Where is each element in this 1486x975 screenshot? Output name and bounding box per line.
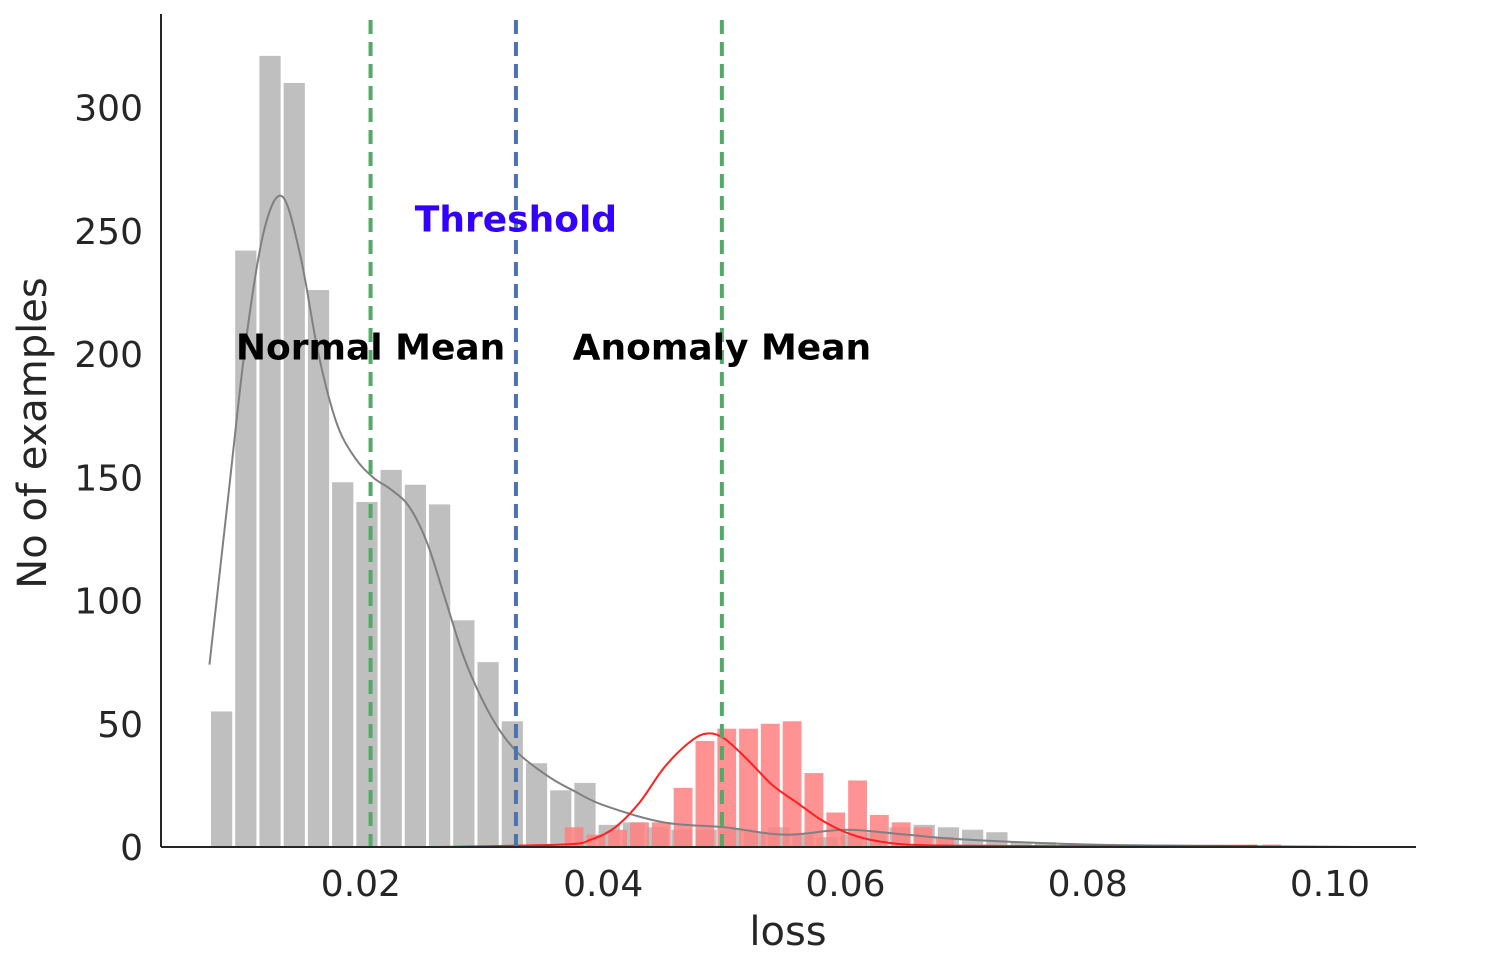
kde-layer bbox=[208, 194, 1361, 848]
y-axis-label: No of examples bbox=[10, 277, 56, 588]
normal-bar-3 bbox=[283, 83, 305, 847]
x-tick-label-4: 0.10 bbox=[1290, 864, 1370, 905]
normal-bar-34 bbox=[1034, 842, 1056, 847]
anomaly-bar-17 bbox=[935, 837, 955, 847]
x-tick-label-0: 0.02 bbox=[321, 864, 401, 905]
y-tick-label-5: 250 bbox=[74, 212, 143, 253]
anomaly-bar-10 bbox=[782, 721, 802, 847]
y-tick-label-1: 50 bbox=[97, 705, 143, 746]
anomaly-bar-14 bbox=[869, 814, 889, 847]
reference-lines-layer bbox=[368, 20, 724, 847]
anomaly-bar-3 bbox=[630, 822, 649, 847]
y-tick-label-0: 0 bbox=[120, 828, 143, 869]
normal-bar-5 bbox=[332, 482, 354, 847]
bars-layer bbox=[210, 55, 1282, 848]
y-tick-label-3: 150 bbox=[74, 458, 143, 499]
anomaly-kde-line bbox=[433, 732, 1258, 848]
anomaly-bar-1 bbox=[586, 834, 606, 847]
normal-mean-annotation: Normal Mean bbox=[236, 328, 505, 369]
x-tick-label-1: 0.04 bbox=[563, 864, 643, 905]
annotations-layer: Threshold Normal Mean Anomaly Mean bbox=[236, 200, 871, 369]
x-axis-label: loss bbox=[749, 909, 826, 955]
anomaly-bar-6 bbox=[695, 741, 715, 847]
ticks-layer: 0.02 0.04 0.06 0.08 0.10 0 50 100 150 200 250 300 bbox=[74, 89, 1370, 905]
anomaly-bar-0 bbox=[564, 827, 584, 847]
anomaly-bar-4 bbox=[651, 822, 671, 847]
y-tick-label-6: 300 bbox=[74, 89, 143, 130]
normal-kde-line bbox=[208, 194, 1361, 848]
normal-bar-2 bbox=[259, 55, 281, 847]
normal-bar-11 bbox=[477, 662, 499, 847]
y-tick-label-4: 200 bbox=[74, 335, 143, 376]
anomaly-bar-5 bbox=[673, 787, 693, 847]
anomaly-bar-2 bbox=[608, 829, 628, 847]
threshold-annotation: Threshold bbox=[415, 200, 617, 241]
normal-bar-1 bbox=[235, 250, 257, 848]
normal-bar-10 bbox=[453, 620, 475, 847]
x-tick-label-2: 0.06 bbox=[805, 864, 885, 905]
normal-bar-31 bbox=[962, 829, 984, 847]
normal-bar-32 bbox=[986, 832, 1008, 847]
normal-bar-6 bbox=[356, 501, 378, 847]
normal-bar-13 bbox=[525, 763, 548, 847]
y-tick-label-2: 100 bbox=[74, 582, 143, 623]
anomaly-bar-11 bbox=[804, 773, 824, 847]
anomaly-bar-8 bbox=[739, 728, 758, 847]
normal-bar-0 bbox=[210, 711, 233, 847]
anomaly-bar-9 bbox=[760, 723, 780, 847]
normal-bar-4 bbox=[307, 290, 330, 847]
normal-bar-9 bbox=[429, 504, 451, 847]
normal-bar-12 bbox=[501, 721, 523, 847]
normal-bar-33 bbox=[1010, 842, 1032, 847]
x-tick-label-3: 0.08 bbox=[1048, 864, 1128, 905]
anomaly-mean-annotation: Anomaly Mean bbox=[573, 328, 872, 369]
normal-bar-8 bbox=[404, 484, 427, 847]
normal-bar-7 bbox=[380, 469, 402, 847]
axes-layer bbox=[160, 14, 1416, 848]
